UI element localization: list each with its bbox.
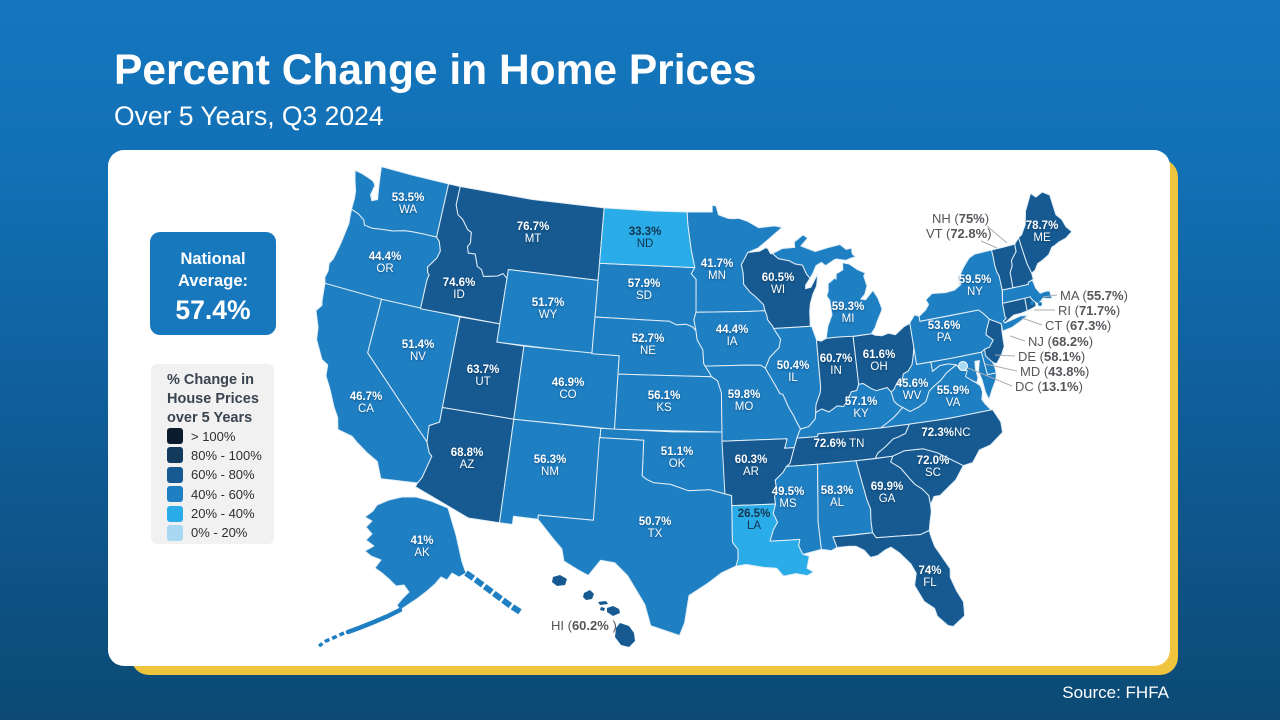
svg-text:WA: WA: [399, 204, 417, 216]
svg-text:44.4%: 44.4%: [369, 251, 402, 263]
svg-text:NV: NV: [410, 351, 426, 363]
svg-text:56.3%: 56.3%: [534, 454, 567, 466]
svg-text:72.0%: 72.0%: [917, 455, 950, 467]
svg-text:51.7%: 51.7%: [532, 297, 565, 309]
svg-text:NY: NY: [967, 286, 983, 298]
svg-text:ND: ND: [637, 238, 654, 250]
svg-text:DC (13.1%): DC (13.1%): [1015, 379, 1083, 394]
svg-text:60.7%: 60.7%: [820, 353, 853, 365]
svg-text:CO: CO: [559, 389, 576, 401]
svg-text:MN: MN: [708, 270, 726, 282]
svg-text:MI: MI: [842, 313, 855, 325]
svg-text:46.9%: 46.9%: [552, 377, 585, 389]
svg-text:50.7%: 50.7%: [639, 516, 672, 528]
svg-text:59.3%: 59.3%: [832, 301, 865, 313]
svg-text:AR: AR: [743, 466, 759, 478]
svg-text:49.5%: 49.5%: [772, 486, 805, 498]
svg-text:MA (55.7%): MA (55.7%): [1060, 288, 1128, 303]
svg-text:MT: MT: [525, 233, 542, 245]
svg-text:51.4%: 51.4%: [402, 339, 435, 351]
svg-text:63.7%: 63.7%: [467, 364, 500, 376]
svg-text:26.5%: 26.5%: [738, 508, 771, 520]
svg-text:TX: TX: [648, 528, 663, 540]
svg-text:61.6%: 61.6%: [863, 349, 896, 361]
svg-text:74%: 74%: [918, 565, 941, 577]
svg-text:VA: VA: [946, 397, 961, 409]
svg-text:NE: NE: [640, 345, 656, 357]
svg-text:51.1%: 51.1%: [661, 446, 694, 458]
svg-text:LA: LA: [747, 520, 761, 532]
svg-text:78.7%: 78.7%: [1026, 220, 1059, 232]
svg-text:WY: WY: [539, 309, 558, 321]
svg-text:PA: PA: [937, 332, 952, 344]
svg-text:68.8%: 68.8%: [451, 447, 484, 459]
svg-text:IL: IL: [788, 372, 798, 384]
svg-text:59.8%: 59.8%: [728, 389, 761, 401]
svg-text:46.7%: 46.7%: [350, 391, 383, 403]
svg-text:53.5%: 53.5%: [392, 192, 425, 204]
svg-text:ME: ME: [1033, 232, 1051, 244]
svg-text:41.7%: 41.7%: [701, 258, 734, 270]
svg-text:DE (58.1%): DE (58.1%): [1018, 349, 1085, 364]
svg-text:ID: ID: [453, 289, 465, 301]
svg-text:57.1%: 57.1%: [845, 396, 878, 408]
svg-text:58.3%: 58.3%: [821, 485, 854, 497]
svg-text:AZ: AZ: [460, 459, 475, 471]
svg-text:OR: OR: [376, 263, 393, 275]
svg-text:KS: KS: [656, 402, 672, 414]
svg-text:UT: UT: [475, 376, 490, 388]
svg-text:MD (43.8%): MD (43.8%): [1020, 364, 1089, 379]
svg-text:MS: MS: [779, 498, 797, 510]
svg-text:WI: WI: [771, 284, 785, 296]
svg-text:53.6%: 53.6%: [928, 320, 961, 332]
svg-text:56.1%: 56.1%: [648, 390, 681, 402]
svg-text:OH: OH: [870, 361, 887, 373]
svg-text:IA: IA: [727, 336, 738, 348]
svg-text:74.6%: 74.6%: [443, 277, 476, 289]
svg-text:AL: AL: [830, 497, 845, 509]
svg-text:HI (60.2% ): HI (60.2% ): [551, 618, 617, 633]
svg-text:NM: NM: [541, 466, 559, 478]
svg-text:50.4%: 50.4%: [777, 360, 810, 372]
svg-text:NJ (68.2%): NJ (68.2%): [1028, 334, 1093, 349]
svg-text:AK: AK: [414, 547, 430, 559]
svg-text:RI (71.7%): RI (71.7%): [1058, 303, 1120, 318]
svg-text:45.6%: 45.6%: [896, 378, 929, 390]
svg-text:KY: KY: [853, 408, 869, 420]
svg-text:41%: 41%: [410, 535, 433, 547]
svg-text:OK: OK: [669, 458, 686, 470]
svg-text:59.5%: 59.5%: [959, 274, 992, 286]
svg-text:55.9%: 55.9%: [937, 385, 970, 397]
svg-text:IN: IN: [830, 365, 842, 377]
svg-text:33.3%: 33.3%: [629, 226, 662, 238]
svg-text:GA: GA: [879, 493, 896, 505]
svg-text:72.3%NC: 72.3%NC: [921, 427, 970, 439]
svg-text:60.3%: 60.3%: [735, 454, 768, 466]
svg-text:SD: SD: [636, 290, 652, 302]
svg-text:MO: MO: [735, 401, 754, 413]
svg-text:72.6% TN: 72.6% TN: [814, 438, 865, 450]
svg-text:VT (72.8%): VT (72.8%): [926, 226, 992, 241]
svg-text:60.5%: 60.5%: [762, 272, 795, 284]
svg-text:CA: CA: [358, 403, 374, 415]
svg-text:69.9%: 69.9%: [871, 481, 904, 493]
svg-text:SC: SC: [925, 467, 941, 479]
svg-text:CT (67.3%): CT (67.3%): [1045, 318, 1111, 333]
svg-text:NH (75%): NH (75%): [932, 211, 989, 226]
svg-text:57.9%: 57.9%: [628, 278, 661, 290]
svg-text:WV: WV: [903, 390, 922, 402]
svg-text:FL: FL: [923, 577, 937, 589]
svg-text:52.7%: 52.7%: [632, 333, 665, 345]
svg-text:76.7%: 76.7%: [517, 221, 550, 233]
svg-text:44.4%: 44.4%: [716, 324, 749, 336]
